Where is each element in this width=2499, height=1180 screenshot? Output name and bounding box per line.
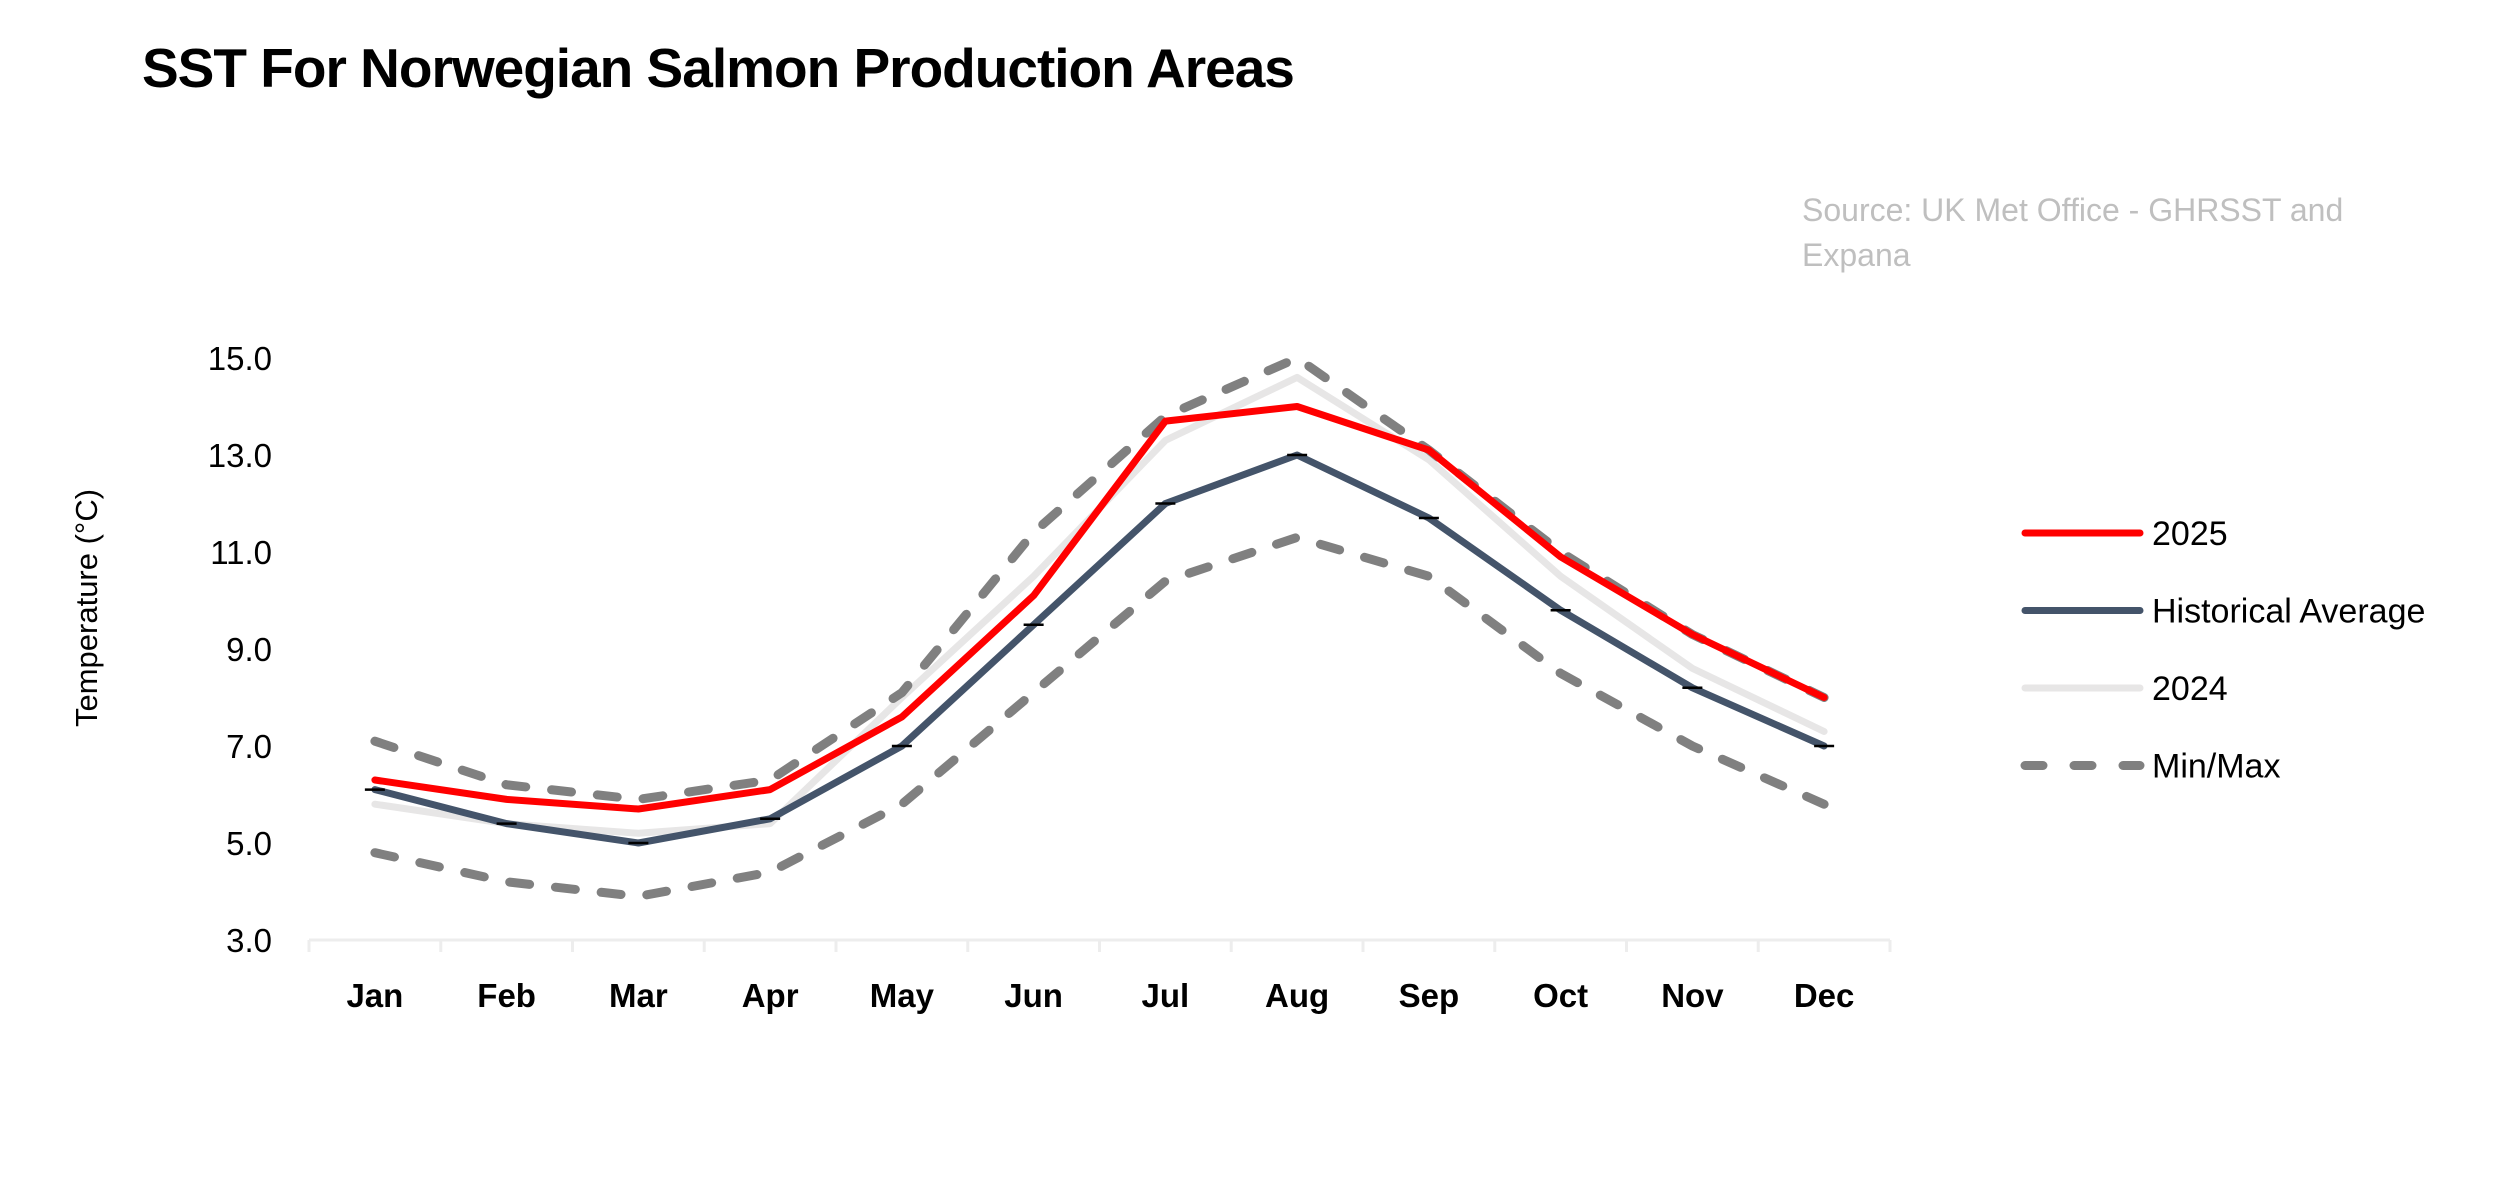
legend-label: Min/Max [2152, 748, 2280, 786]
y-tick-label: 11.0 [210, 534, 272, 571]
chart-title: SST For Norwegian Salmon Production Area… [142, 37, 1295, 99]
legend-item-historical-average: Historical Average [2021, 593, 2425, 631]
legend-item-min-max: Min/Max [2020, 748, 2280, 786]
x-tick-label: Apr [742, 977, 799, 1014]
x-tick-label: Oct [1533, 977, 1588, 1014]
x-tick-label: May [870, 977, 935, 1014]
series-line-max [370, 353, 1829, 804]
y-tick-label: 9.0 [226, 631, 272, 668]
y-tick-label: 15.0 [208, 340, 272, 377]
series-line-2025 [371, 403, 1828, 813]
x-tick-label: Jul [1142, 977, 1190, 1014]
chart-source-note: Source: UK Met Office - GHRSST and Expan… [1802, 192, 2344, 273]
series-line-historical-average [371, 451, 1828, 847]
x-tick-label: Mar [609, 977, 668, 1014]
legend-label: 2024 [2152, 670, 2228, 708]
legend-item-2024: 2024 [2021, 670, 2228, 708]
series-line-min [370, 532, 1829, 901]
x-tick-label: Feb [477, 977, 536, 1014]
y-tick-label: 13.0 [208, 437, 272, 474]
x-tick-label: Sep [1399, 977, 1460, 1014]
legend: 2025 Historical Average 2024 Min/Max [2020, 515, 2425, 786]
y-tick-label: 3.0 [226, 922, 272, 959]
y-axis-title: Temperature (°C) [69, 489, 104, 727]
y-tick-label: 5.0 [226, 825, 272, 862]
x-tick-label: Jan [346, 977, 403, 1014]
series-line-2024 [371, 373, 1828, 837]
x-tick-label: Aug [1265, 977, 1329, 1014]
axes: Jan Feb Mar Apr May Jun Jul Aug Sep Oct Nov Dec 3.0 5… [69, 340, 1892, 1014]
x-tick-label: Jun [1004, 977, 1063, 1014]
legend-label: 2025 [2152, 515, 2228, 553]
x-tick-label: Nov [1661, 977, 1724, 1014]
legend-item-2025: 2025 [2021, 515, 2228, 553]
y-tick-label: 7.0 [226, 728, 272, 765]
legend-label: Historical Average [2152, 593, 2425, 631]
series-lines [364, 353, 1835, 901]
x-tick-label: Dec [1794, 977, 1855, 1014]
